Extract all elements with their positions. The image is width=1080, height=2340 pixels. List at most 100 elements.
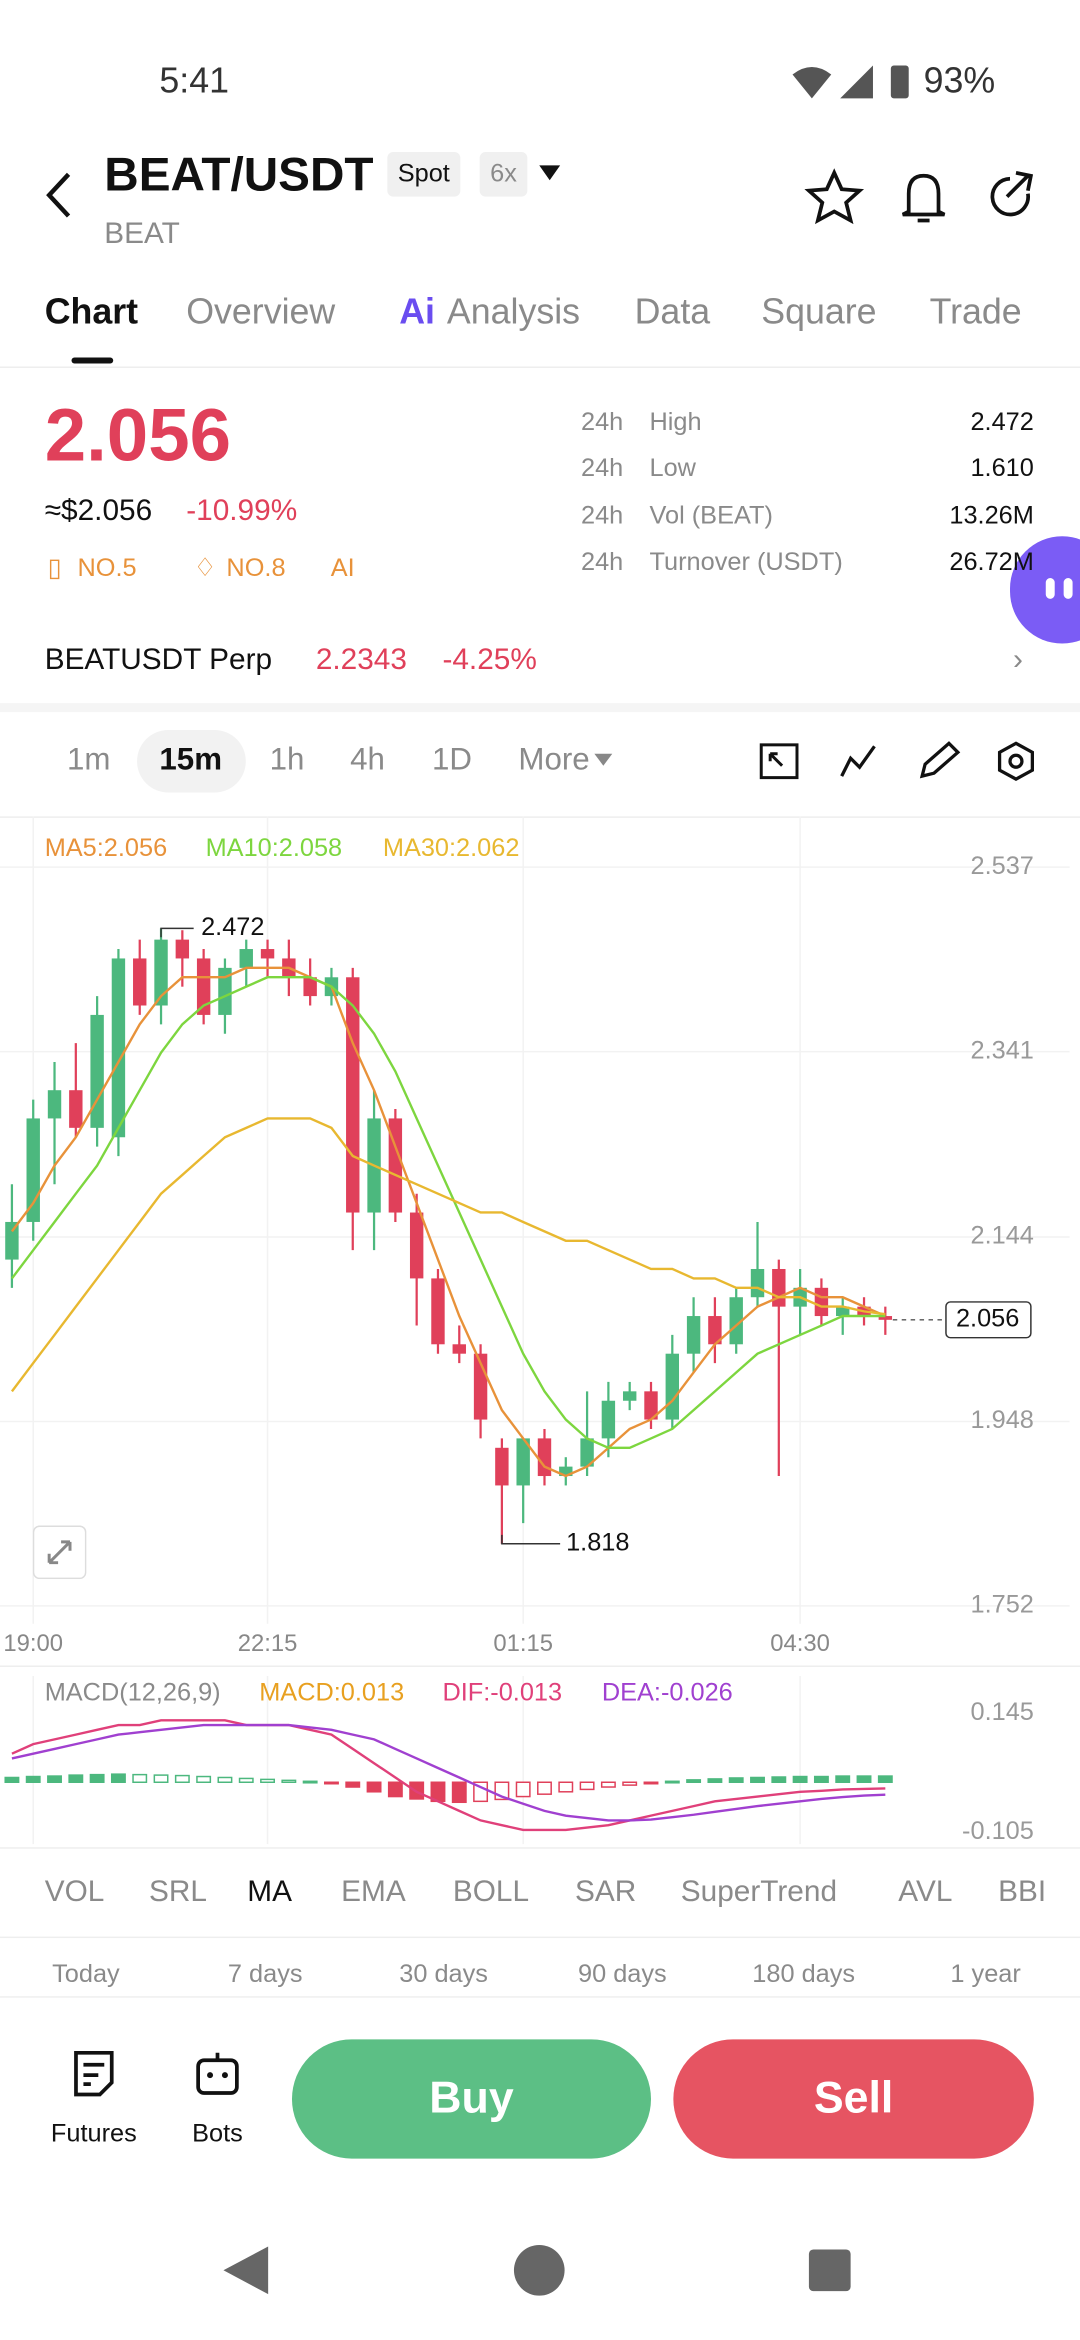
range-tab[interactable]: 180 days — [752, 1959, 856, 1989]
indicator-tab[interactable]: SuperTrend — [680, 1875, 838, 1909]
stat-value: 13.26M — [949, 500, 1034, 529]
stat-value: 1.610 — [970, 454, 1034, 483]
indicator-tab[interactable]: SRL — [148, 1875, 207, 1909]
indicator-tab[interactable]: VOL — [44, 1875, 105, 1909]
header-actions[interactable] — [804, 167, 1042, 227]
range-tab[interactable]: 30 days — [399, 1959, 488, 1989]
macd-bar — [196, 1775, 212, 1783]
stat-period: 24h — [580, 547, 624, 576]
y-tick-label: 2.537 — [971, 852, 1034, 880]
tab-analysis[interactable]: Analysis — [446, 291, 581, 333]
candle-body — [729, 1297, 743, 1345]
bots-label[interactable]: Bots — [192, 2119, 243, 2148]
spot-badge[interactable]: Spot — [387, 151, 461, 197]
candle-body — [452, 1344, 466, 1354]
more-caret[interactable] — [593, 752, 614, 767]
tab-chart[interactable]: Chart — [44, 291, 139, 333]
candle-body — [878, 1316, 893, 1320]
tab-trade[interactable]: Trade — [929, 291, 1022, 333]
macd-bar — [68, 1774, 84, 1783]
dropdown-caret[interactable] — [538, 164, 562, 182]
rank-1[interactable]: NO.5 — [77, 553, 137, 582]
bots-icon[interactable] — [194, 2050, 242, 2098]
rank-2[interactable]: NO.8 — [226, 553, 286, 582]
interval[interactable]: 15m — [159, 742, 223, 777]
stat-period: 24h — [580, 454, 624, 483]
hot-icon: ♢ — [193, 553, 217, 582]
tab-data[interactable]: Data — [634, 291, 711, 333]
macd-bar — [579, 1781, 595, 1791]
macd-bar — [132, 1773, 148, 1783]
futures-label[interactable]: Futures — [50, 2119, 137, 2148]
buy-button[interactable]: Buy — [291, 2039, 651, 2159]
range-tab[interactable]: 1 year — [950, 1959, 1021, 1989]
macd-bar — [153, 1774, 169, 1783]
stat-value: 2.472 — [970, 407, 1034, 436]
divider — [0, 816, 1080, 818]
tab-overview[interactable]: Overview — [186, 291, 336, 333]
divider — [0, 1936, 1080, 1939]
candle-body — [750, 1268, 765, 1298]
candle-body — [708, 1316, 722, 1345]
candle-body — [537, 1438, 552, 1477]
futures-icon[interactable] — [72, 2050, 117, 2098]
perp-change: -4.25% — [442, 643, 537, 677]
indicator-tab[interactable]: EMA — [341, 1875, 406, 1909]
last-price-box — [945, 1301, 1032, 1339]
candle-body — [239, 949, 253, 968]
candle-body — [90, 1014, 104, 1128]
status-time: 5:41 — [159, 61, 229, 102]
indicator-tab[interactable]: AVL — [898, 1875, 953, 1909]
macd-bar — [792, 1775, 808, 1783]
back-button[interactable] — [42, 171, 78, 219]
perp-name[interactable]: BEATUSDT Perp — [44, 643, 273, 677]
y-tick-label: 1.752 — [971, 1591, 1034, 1619]
interval[interactable]: 1h — [269, 742, 305, 777]
nav-bar[interactable] — [209, 2235, 864, 2309]
x-tick-label: 01:15 — [493, 1630, 553, 1657]
interval[interactable]: 1D — [432, 742, 473, 777]
stat-period: 24h — [580, 500, 624, 529]
tab-square[interactable]: Square — [761, 291, 877, 333]
indicator-tab[interactable]: SAR — [575, 1875, 637, 1909]
status-battery: 93% — [923, 61, 996, 102]
fullscreen-button[interactable] — [32, 1525, 87, 1580]
macd-bar — [89, 1773, 105, 1783]
last-price-label: 2.056 — [956, 1305, 1019, 1333]
indicator-tab[interactable]: BOLL — [452, 1875, 530, 1909]
macd-bar — [750, 1776, 765, 1783]
candle-body — [559, 1466, 573, 1477]
interval[interactable]: 1m — [67, 742, 111, 777]
leverage-badge[interactable]: 6x — [479, 151, 528, 197]
section-gap — [0, 703, 1080, 713]
chevron[interactable]: › — [1012, 643, 1023, 677]
range-tab[interactable]: Today — [52, 1959, 120, 1989]
candle-body — [5, 1221, 19, 1260]
candle-body — [47, 1090, 62, 1119]
interval[interactable]: 4h — [350, 742, 385, 777]
ai-tag[interactable]: AI — [330, 553, 355, 582]
interval[interactable]: More — [518, 742, 590, 777]
indicator-tab[interactable]: BBI — [998, 1875, 1047, 1909]
stat-label: Turnover (USDT) — [649, 547, 843, 576]
macd-legend-entry: MACD:0.013 — [259, 1678, 405, 1707]
chart-tools[interactable] — [752, 737, 1042, 785]
sell-button[interactable]: Sell — [673, 2039, 1034, 2159]
macd-bar — [856, 1775, 872, 1783]
range-tab[interactable]: 7 days — [227, 1959, 303, 1989]
price-change: -10.99% — [186, 494, 298, 528]
macd-bar — [643, 1781, 659, 1785]
macd-bar — [600, 1781, 616, 1788]
candle-body — [26, 1118, 40, 1222]
candle-body — [175, 939, 190, 959]
macd-legend-entry: DEA:-0.026 — [601, 1678, 733, 1707]
tab-indicator — [71, 357, 114, 364]
range-tab[interactable]: 90 days — [578, 1959, 667, 1989]
divider — [0, 1665, 1080, 1667]
y-tick-label: -0.105 — [962, 1817, 1034, 1844]
macd-bar — [4, 1776, 20, 1783]
indicator-tab[interactable]: MA — [247, 1875, 292, 1909]
candle-body — [218, 967, 232, 1015]
ma-line — [10, 1117, 886, 1393]
